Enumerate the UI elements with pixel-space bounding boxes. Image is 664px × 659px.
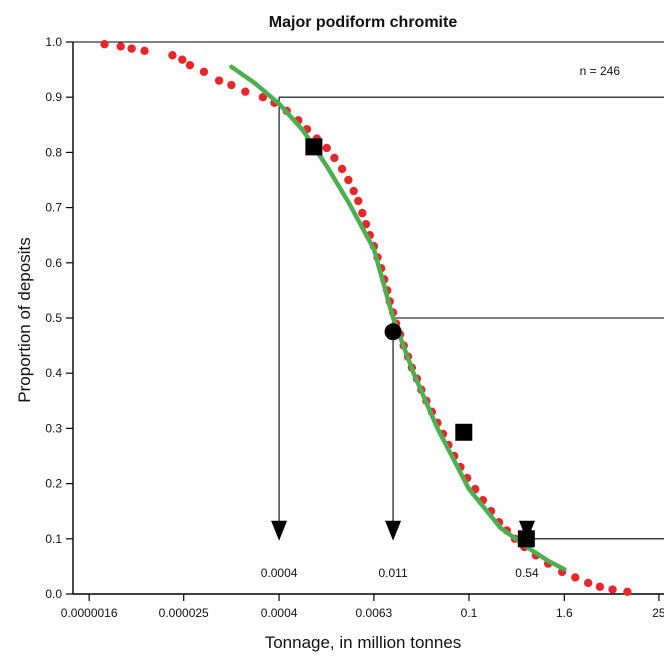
y-tick-label: 0.4 bbox=[45, 366, 62, 380]
observed-point bbox=[185, 60, 195, 70]
observed-point bbox=[354, 196, 363, 206]
observed-point bbox=[583, 578, 593, 588]
observed-point bbox=[127, 44, 136, 53]
x-tick-label: 0.000025 bbox=[159, 606, 209, 620]
observed-point bbox=[241, 87, 250, 96]
percentile-square-marker bbox=[305, 138, 323, 156]
y-tick-label: 1.0 bbox=[45, 35, 62, 49]
y-tick-label: 0.0 bbox=[45, 587, 62, 601]
observed-point bbox=[322, 143, 331, 153]
x-tick-label: 1.6 bbox=[556, 606, 573, 620]
plot-layer: 0.0 0.1 0.2 0.3 0.4 0.5 0.6 0.7 0.8 0.9 1.0 0.00000… bbox=[45, 35, 664, 620]
percentile-square-marker bbox=[455, 423, 473, 441]
observed-point bbox=[168, 51, 177, 60]
percentile-square-marker bbox=[517, 530, 535, 548]
sample-count-label: n = 246 bbox=[580, 64, 621, 78]
y-tick-label: 0.3 bbox=[45, 421, 62, 435]
observed-point bbox=[100, 40, 109, 49]
observed-point bbox=[214, 76, 224, 85]
percentile-value-label: 0.0004 bbox=[261, 566, 298, 580]
percentile-arrowhead bbox=[385, 520, 402, 541]
observed-point bbox=[344, 175, 353, 185]
x-tick-label: 25 bbox=[652, 606, 664, 620]
observed-point bbox=[199, 67, 209, 77]
x-tick-label: 0.0004 bbox=[261, 606, 298, 620]
percentile-value-label: 0.011 bbox=[378, 566, 407, 580]
observed-point bbox=[358, 208, 367, 218]
x-tick-label: 0.0000016 bbox=[61, 606, 118, 620]
observed-point bbox=[571, 573, 580, 582]
y-tick-label: 0.1 bbox=[45, 532, 62, 546]
observed-point bbox=[116, 42, 125, 51]
x-tick-label: 0.0063 bbox=[356, 606, 393, 620]
x-tick-label: 0.1 bbox=[461, 606, 478, 620]
observed-point bbox=[608, 585, 617, 594]
observed-point bbox=[595, 582, 605, 592]
observed-point bbox=[337, 164, 347, 174]
median-marker bbox=[384, 323, 402, 341]
chart-title: Major podiform chromite bbox=[269, 14, 458, 31]
y-tick-label: 0.2 bbox=[45, 477, 62, 491]
observed-point bbox=[258, 93, 268, 102]
percentile-value-label: 0.54 bbox=[515, 566, 539, 580]
y-tick-label: 0.7 bbox=[45, 201, 62, 215]
y-tick-label: 0.9 bbox=[45, 90, 62, 104]
y-tick-label: 0.8 bbox=[45, 145, 62, 159]
observed-point bbox=[140, 46, 149, 56]
observed-point bbox=[623, 587, 632, 596]
x-axis-label: Tonnage, in million tonnes bbox=[265, 633, 462, 652]
y-tick-label: 0.6 bbox=[45, 256, 62, 270]
observed-point bbox=[330, 153, 339, 163]
percentile-arrowhead bbox=[271, 520, 288, 541]
y-tick-label: 0.5 bbox=[45, 311, 62, 325]
observed-point bbox=[178, 55, 187, 64]
observed-point bbox=[349, 186, 358, 196]
y-axis-label: Proportion of deposits bbox=[15, 237, 34, 402]
observed-point bbox=[227, 80, 236, 90]
